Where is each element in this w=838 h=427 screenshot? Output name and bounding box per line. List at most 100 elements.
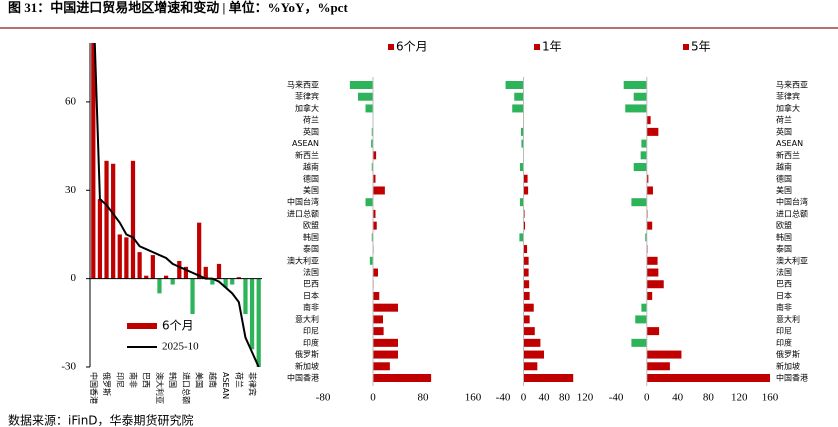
- bar: [373, 303, 398, 312]
- x-tick-label: 越南: [208, 372, 218, 388]
- bar: [230, 278, 235, 285]
- bar: [640, 151, 647, 160]
- x-tick-label: 120: [731, 392, 748, 404]
- x-tick-label: 80: [703, 392, 715, 404]
- legend-swatch: [388, 44, 394, 50]
- bar: [373, 209, 376, 218]
- bar: [111, 163, 116, 279]
- bar: [197, 222, 202, 279]
- bar: [203, 266, 208, 279]
- bar: [249, 278, 255, 350]
- bar: [523, 315, 530, 324]
- category-label: 新西兰: [776, 150, 800, 160]
- category-label: 进口总额: [776, 208, 808, 218]
- bar: [631, 338, 647, 347]
- x-tick-label: ASEAN: [221, 372, 230, 399]
- bar: [91, 43, 96, 279]
- bar: [646, 221, 653, 230]
- category-label: 荷兰: [776, 115, 792, 125]
- bar: [216, 263, 222, 279]
- legend-label: 6个月: [162, 319, 194, 333]
- category-label: 澳大利亚: [287, 255, 319, 265]
- bar: [646, 327, 660, 336]
- category-label: 印度: [776, 337, 792, 347]
- category-label: 澳大利亚: [776, 255, 808, 265]
- bar: [523, 268, 529, 277]
- bar: [373, 362, 390, 371]
- bar: [646, 116, 651, 125]
- bar: [646, 127, 659, 136]
- bar: [223, 278, 228, 288]
- bar: [523, 186, 529, 195]
- bar: [177, 260, 182, 279]
- x-tick-label: 0: [370, 392, 376, 404]
- category-label: 马来西亚: [287, 81, 319, 90]
- x-tick-label: 80: [418, 392, 430, 404]
- bar: [631, 198, 647, 207]
- x-tick-label: 澳大利亚: [155, 372, 165, 404]
- bar: [646, 186, 653, 195]
- legend-swatch: [127, 323, 157, 329]
- bar: [373, 327, 384, 336]
- legend-label: 1年: [542, 40, 562, 54]
- bar: [519, 163, 524, 172]
- bar: [137, 252, 142, 279]
- bar: [633, 163, 647, 172]
- category-label: 泰国: [303, 244, 319, 254]
- bar: [646, 374, 770, 382]
- bar: [349, 81, 373, 89]
- x-tick-label: 160: [762, 392, 779, 404]
- x-tick-label: 0: [521, 392, 527, 404]
- bar: [625, 104, 647, 113]
- bar: [170, 278, 175, 285]
- bar: [514, 92, 524, 101]
- category-label: 新加坡: [776, 361, 800, 371]
- bar: [371, 127, 373, 136]
- bar: [373, 315, 383, 324]
- category-label: 印度: [303, 337, 319, 347]
- bar: [163, 275, 169, 279]
- bar: [646, 362, 670, 371]
- x-tick-label: 160: [465, 392, 482, 404]
- category-label: 中国台湾: [776, 197, 808, 207]
- bar: [519, 198, 524, 207]
- bar: [523, 291, 530, 300]
- category-label: 俄罗斯: [295, 349, 319, 359]
- category-label: 加拿大: [776, 103, 800, 113]
- bar: [373, 350, 398, 359]
- category-label: 菲律宾: [295, 91, 319, 101]
- line: [93, 43, 260, 367]
- x-tick-label: -80: [316, 392, 331, 404]
- bar: [124, 237, 129, 279]
- bar: [150, 255, 155, 279]
- bar: [641, 139, 647, 148]
- x-tick-label: 中国香港: [89, 372, 99, 404]
- bar: [646, 174, 649, 183]
- category-label: 英国: [303, 126, 319, 136]
- bar: [523, 209, 525, 218]
- x-tick-label: 40: [672, 392, 684, 404]
- x-tick-label: -40: [496, 392, 511, 404]
- bar: [646, 256, 658, 265]
- category-label: 韩国: [776, 232, 792, 242]
- bar: [646, 268, 659, 277]
- bar: [144, 275, 149, 279]
- category-label: 英国: [776, 126, 792, 136]
- source: 数据来源：iFinD，华泰期货研究院: [8, 413, 194, 427]
- bar: [365, 198, 373, 207]
- bar: [373, 186, 385, 195]
- category-label: 越南: [776, 162, 792, 172]
- category-label: 越南: [303, 162, 319, 172]
- category-label: 印尼: [303, 327, 319, 336]
- category-label: 泰国: [776, 244, 792, 254]
- bar: [130, 160, 136, 279]
- x-tick-label: 菲律宾: [248, 372, 258, 396]
- x-tick-label: 40: [539, 392, 551, 404]
- bar: [512, 104, 524, 113]
- category-label: 新加坡: [295, 361, 319, 371]
- y-tick-label: -30: [61, 361, 76, 373]
- category-label: 新西兰: [295, 150, 319, 160]
- bar: [633, 92, 647, 101]
- legend-label: 5年: [691, 40, 711, 54]
